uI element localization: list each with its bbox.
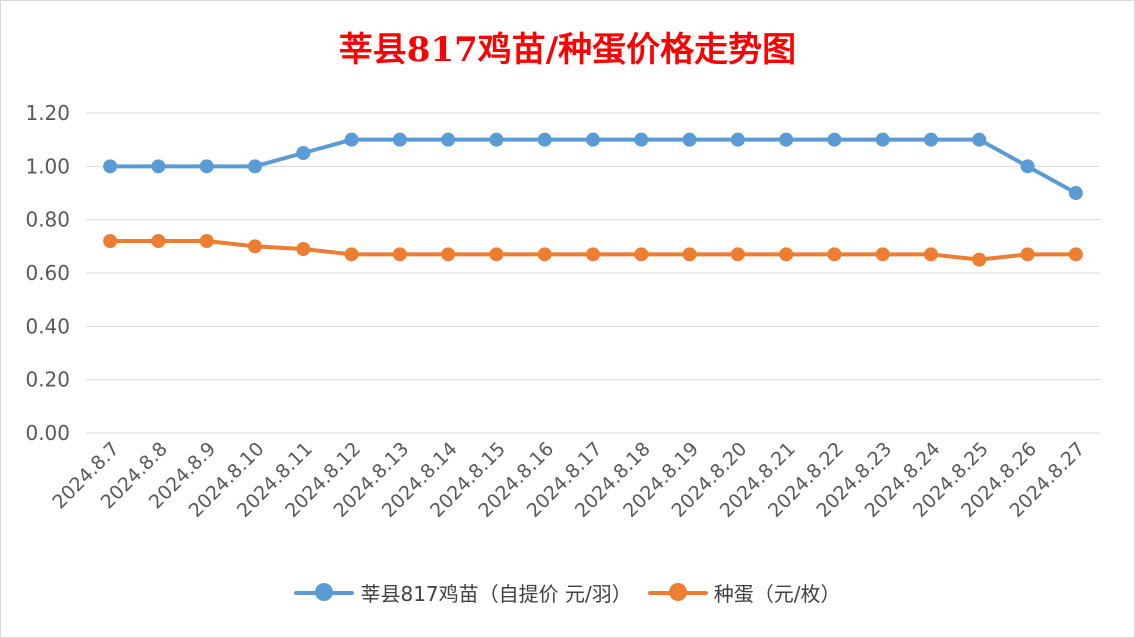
data-point (441, 247, 456, 262)
data-point (1020, 159, 1035, 174)
data-point (875, 132, 890, 147)
data-point (682, 132, 697, 147)
y-tick-label: 1.00 (25, 154, 70, 178)
legend-item-egg: 种蛋（元/枚） (647, 578, 841, 607)
data-point (730, 132, 745, 147)
data-point (682, 247, 697, 262)
data-point (151, 234, 166, 248)
data-point (586, 132, 600, 147)
data-point (392, 247, 407, 262)
data-point (972, 252, 987, 267)
data-point (972, 132, 987, 147)
data-point (827, 132, 842, 147)
data-point (537, 247, 552, 262)
data-point (634, 132, 649, 147)
chart-title: 莘县817鸡苗/种蛋价格走势图 (338, 30, 797, 70)
data-point (248, 159, 262, 174)
data-point (924, 247, 938, 262)
y-tick-label: 0.60 (25, 261, 70, 285)
data-point (924, 132, 938, 147)
legend-swatch-chick (294, 582, 355, 603)
data-point (875, 247, 890, 262)
data-point (103, 159, 118, 174)
data-point (586, 247, 600, 262)
data-point (1068, 247, 1083, 262)
data-point (779, 247, 794, 262)
data-point (489, 247, 504, 262)
y-tick-label: 0.20 (25, 368, 70, 392)
legend: 莘县817鸡苗（自提价 元/羽） 种蛋（元/枚） (0, 578, 1135, 607)
data-point (296, 242, 311, 256)
data-point (296, 146, 311, 160)
y-tick-label: 0.00 (25, 421, 70, 445)
data-point (248, 239, 262, 254)
data-point (392, 132, 407, 147)
data-point (634, 247, 649, 262)
legend-label-chick: 莘县817鸡苗（自提价 元/羽） (360, 582, 632, 606)
data-point (344, 247, 359, 262)
data-point (199, 159, 214, 174)
data-point (199, 234, 214, 248)
data-point (1020, 247, 1035, 262)
data-point (344, 132, 359, 147)
legend-item-chick: 莘县817鸡苗（自提价 元/羽） (294, 578, 632, 607)
y-tick-label: 1.20 (25, 101, 70, 125)
y-tick-label: 0.80 (25, 208, 70, 232)
data-point (779, 132, 794, 147)
data-point (151, 159, 166, 174)
y-tick-label: 0.40 (25, 314, 70, 338)
data-point (730, 247, 745, 262)
data-point (103, 234, 118, 248)
legend-label-egg: 种蛋（元/枚） (713, 582, 841, 606)
data-point (537, 132, 552, 147)
data-point (441, 132, 456, 147)
data-point (1068, 186, 1083, 200)
legend-swatch-egg (647, 582, 708, 603)
data-point (827, 247, 842, 262)
data-point (489, 132, 504, 147)
